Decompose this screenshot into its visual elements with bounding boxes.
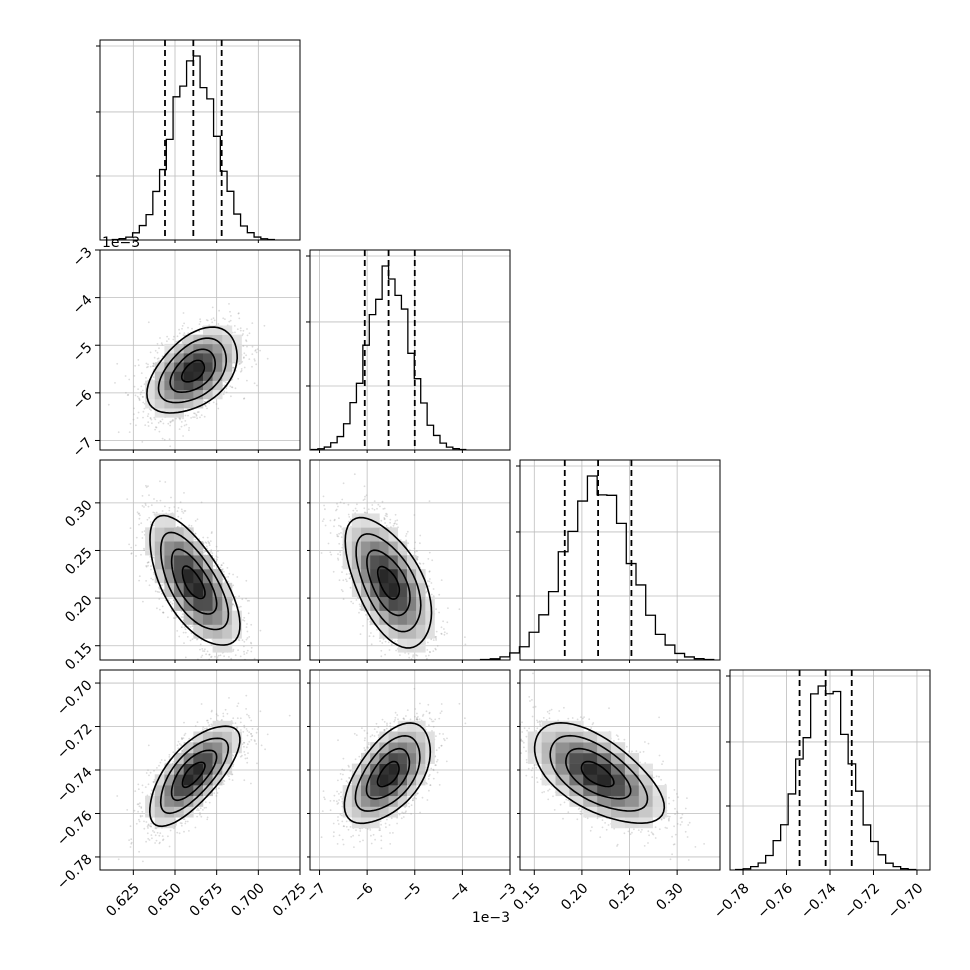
- density-panel-3-1: [309, 669, 511, 871]
- density-panel-3-2: [519, 669, 721, 871]
- contour-2: [159, 531, 230, 631]
- contour-0: [376, 565, 401, 600]
- y-tick-label: −6: [70, 387, 96, 413]
- contour-0: [580, 760, 615, 788]
- contour-2: [354, 734, 421, 812]
- x-tick-label: 0.625: [103, 880, 143, 920]
- x-tick-label: −0.70: [885, 880, 927, 922]
- contour-2: [159, 737, 230, 815]
- y-tick-label: −0.78: [54, 851, 96, 893]
- x-tick-label: 0.725: [270, 880, 310, 920]
- contour-1: [170, 548, 218, 615]
- histogram-0: [111, 55, 275, 241]
- density-shading: [342, 513, 435, 653]
- x-tick-label: −5: [398, 880, 424, 906]
- y-tick-label: −0.76: [54, 808, 96, 850]
- y-offset-label: 1e−3: [102, 235, 140, 251]
- x-tick-label: −0.78: [711, 880, 753, 922]
- y-tick-label: 0.30: [62, 497, 95, 530]
- y-tick-label: 0.15: [62, 640, 95, 673]
- y-tick-label: −0.74: [54, 764, 96, 806]
- x-tick-label: −0.76: [754, 880, 796, 922]
- contour-2: [157, 337, 227, 404]
- contour-3: [149, 514, 241, 646]
- contour-3: [344, 516, 433, 649]
- density-panel-2-1: [309, 459, 511, 661]
- contour-1: [366, 549, 411, 617]
- x-tick-label: −0.72: [841, 880, 883, 922]
- histogram-3: [735, 685, 917, 871]
- x-tick-label: 0.15: [511, 880, 544, 913]
- contour-1: [365, 747, 411, 800]
- histogram-panel-2: [479, 459, 721, 661]
- y-tick-label: −4: [70, 292, 96, 318]
- x-tick-label: 0.30: [653, 880, 686, 913]
- histogram-panel-3: [726, 669, 931, 871]
- contour-1: [169, 348, 216, 394]
- x-tick-label: 0.25: [606, 880, 639, 913]
- histogram-panel-0: [96, 39, 301, 241]
- contour-0: [181, 761, 206, 789]
- y-tick-label: −5: [70, 340, 96, 366]
- contour-2: [355, 533, 422, 633]
- y-tick-label: −7: [70, 435, 96, 461]
- x-tick-label: 0.650: [145, 880, 185, 920]
- contour-0: [181, 565, 206, 600]
- y-tick-label: −0.70: [54, 677, 96, 719]
- y-tick-label: −0.72: [54, 721, 96, 763]
- contour-1: [565, 747, 632, 800]
- y-tick-label: 0.25: [62, 545, 95, 578]
- contour-1: [170, 749, 218, 802]
- density-panel-2-0: [99, 459, 301, 661]
- contour-3: [343, 722, 432, 825]
- density-panel-1-0: [99, 249, 301, 451]
- contour-3: [146, 326, 239, 414]
- x-offset-label: 1e−3: [472, 910, 510, 926]
- x-tick-label: 0.700: [228, 880, 268, 920]
- x-tick-label: −4: [446, 880, 472, 906]
- density-panel-3-0: [99, 669, 301, 871]
- x-tick-label: 0.20: [558, 880, 591, 913]
- contour-2: [549, 734, 649, 812]
- x-tick-label: −6: [351, 880, 377, 906]
- histogram-2: [479, 475, 715, 661]
- contour-0: [180, 359, 206, 383]
- x-tick-label: 0.675: [187, 880, 227, 920]
- x-tick-label: −0.74: [798, 880, 840, 922]
- contour-3: [148, 725, 241, 828]
- contour-3: [533, 721, 666, 825]
- x-tick-label: −7: [303, 880, 329, 906]
- y-tick-label: 0.20: [62, 592, 95, 625]
- histogram-panel-1: [306, 249, 511, 451]
- contour-0: [376, 760, 400, 788]
- y-tick-label: −3: [70, 244, 96, 270]
